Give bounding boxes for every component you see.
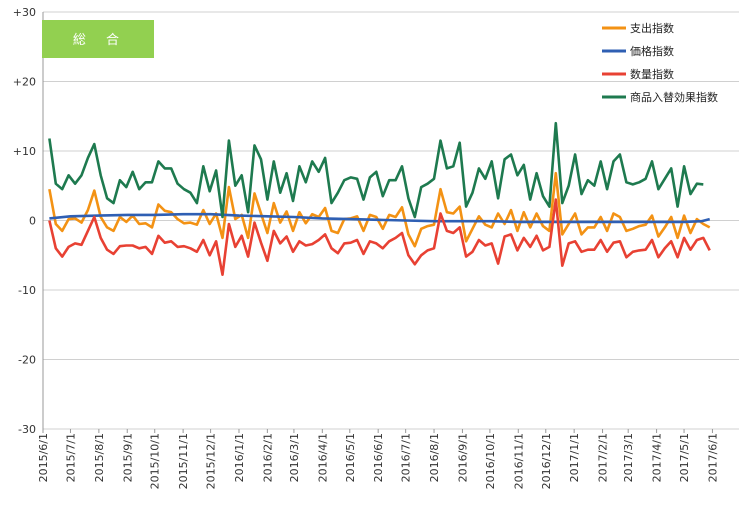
y-tick-label: -10 <box>18 284 36 297</box>
chart-title-box: 総 合 <box>42 20 154 58</box>
x-tick-label: 2016/3/1 <box>288 433 301 482</box>
x-tick-label: 2015/7/1 <box>64 433 77 482</box>
x-tick-label: 2016/8/1 <box>428 433 441 482</box>
y-tick-label: +30 <box>13 6 36 19</box>
x-tick-label: 2016/7/1 <box>400 433 413 482</box>
x-tick-label: 2017/3/1 <box>622 433 635 482</box>
x-tick-label: 2017/4/1 <box>651 433 664 482</box>
x-tick-label: 2016/1/1 <box>233 433 246 482</box>
legend-label: 支出指数 <box>630 21 674 35</box>
y-tick-label: -30 <box>18 423 36 436</box>
y-axis-ticks: +30 +20 +10 0 -10 -20 -30 <box>13 6 36 436</box>
series-lines <box>48 121 711 277</box>
legend-label: 商品入替効果指数 <box>630 90 718 104</box>
chart-title: 総 合 <box>73 33 127 48</box>
y-tick-label: 0 <box>29 215 36 228</box>
grid <box>42 11 739 430</box>
chart-title-background <box>42 20 154 58</box>
series-line <box>49 212 711 224</box>
x-tick-label: 2015/8/1 <box>93 433 106 482</box>
y-tick-label: -20 <box>18 354 36 367</box>
x-tick-label: 2016/10/1 <box>484 433 497 489</box>
x-tick-label: 2016/9/1 <box>456 433 469 482</box>
x-tick-label: 2016/6/1 <box>372 433 385 482</box>
series-line <box>48 171 711 248</box>
x-tick-label: 2016/2/1 <box>261 433 274 482</box>
series-line <box>48 198 711 277</box>
x-tick-label: 2017/1/1 <box>568 433 581 482</box>
x-tick-label: 2016/12/1 <box>540 433 553 489</box>
legend-label: 価格指数 <box>630 44 674 58</box>
x-axis-ticks: 2015/6/1 2015/7/1 2015/8/1 2015/9/1 2015/10/… <box>37 429 719 489</box>
x-tick-label: 2015/6/1 <box>37 433 50 482</box>
x-tick-label: 2017/6/1 <box>706 433 719 482</box>
x-tick-label: 2015/9/1 <box>121 433 134 482</box>
x-tick-label: 2016/4/1 <box>316 433 329 482</box>
legend-label: 数量指数 <box>630 67 674 81</box>
x-tick-label: 2017/5/1 <box>678 433 691 482</box>
x-tick-label: 2017/2/1 <box>597 433 610 482</box>
y-tick-label: +20 <box>13 76 36 89</box>
y-tick-label: +10 <box>13 145 36 158</box>
x-tick-label: 2016/5/1 <box>344 433 357 482</box>
series-line <box>48 121 704 219</box>
x-tick-label: 2015/12/1 <box>205 433 218 489</box>
x-tick-label: 2016/11/1 <box>512 433 525 489</box>
x-tick-label: 2015/10/1 <box>149 433 162 489</box>
x-tick-label: 2015/11/1 <box>177 433 190 489</box>
